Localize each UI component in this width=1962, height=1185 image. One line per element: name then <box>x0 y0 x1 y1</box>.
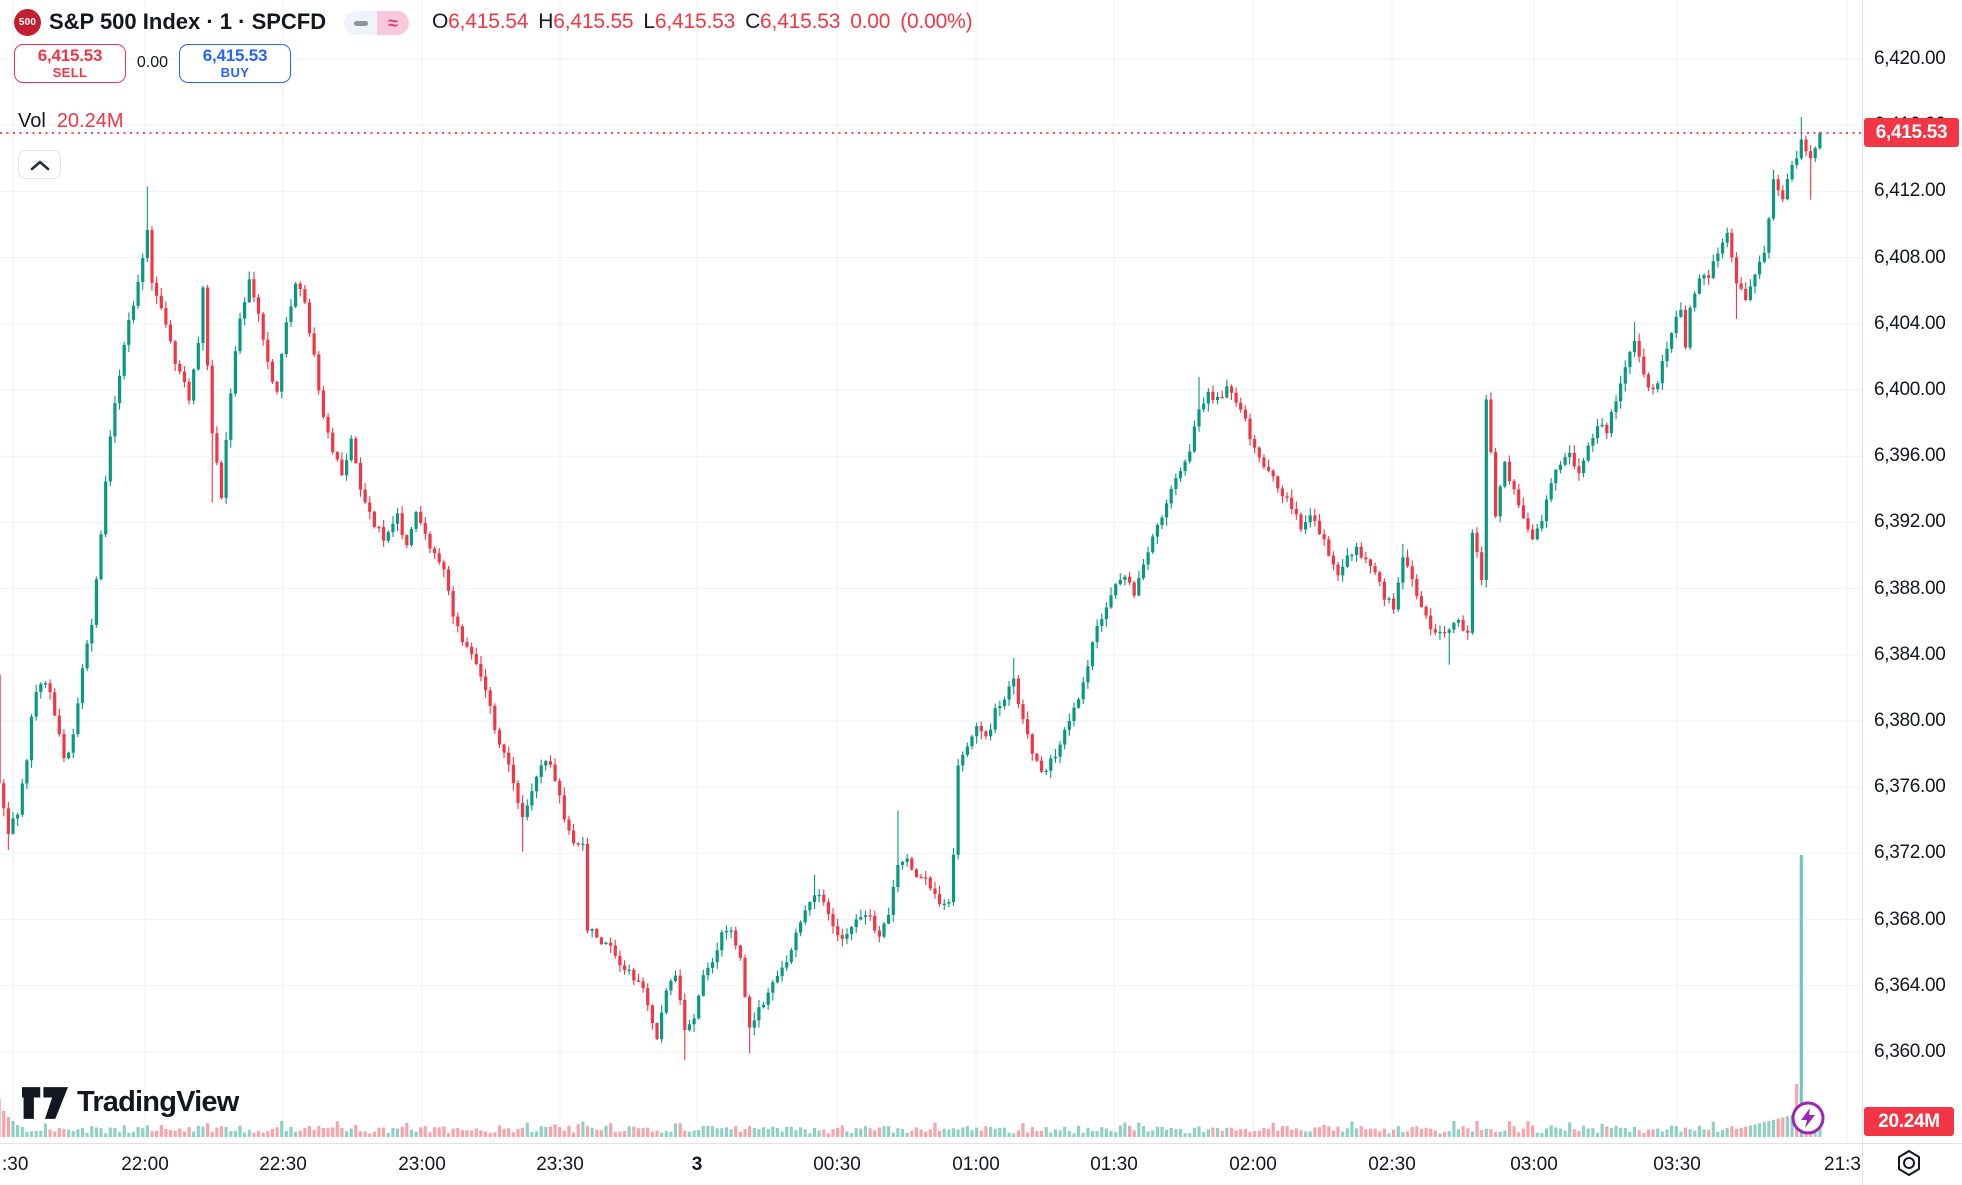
chevron-up-icon <box>30 160 49 170</box>
price-axis-label: 6,376.00 <box>1874 776 1946 798</box>
price-axis-label: 6,404.00 <box>1874 312 1946 334</box>
price-axis-label: 6,368.00 <box>1874 908 1946 930</box>
volume-legend: Vol 20.24M <box>18 110 124 132</box>
spread-value: 0.00 <box>136 54 169 71</box>
price-axis-label: 6,408.00 <box>1874 246 1946 268</box>
time-axis-label: 02:30 <box>1368 1153 1416 1175</box>
volume-bars <box>0 855 1822 1138</box>
change-value: 0.00 <box>850 10 891 33</box>
price-axis-label: 6,420.00 <box>1874 48 1946 69</box>
collapse-indicators-button[interactable] <box>18 150 61 179</box>
time-axis-label: 3 <box>691 1153 703 1175</box>
price-axis[interactable]: 6,420.006,416.006,412.006,408.006,404.00… <box>1863 0 1962 1143</box>
candlesticks <box>0 116 1822 1061</box>
change-percent: (0.00%) <box>900 10 973 33</box>
legend-toggle-pill: ≈ <box>344 11 409 35</box>
main-chart-canvas[interactable] <box>0 0 1862 1143</box>
time-axis-label: 22:00 <box>121 1153 169 1175</box>
time-axis-label: 22:30 <box>259 1153 307 1175</box>
price-axis-label: 6,400.00 <box>1874 379 1946 400</box>
ohlc-readout: O 6,415.54 H 6,415.55 L 6,415.53 C 6,415.53 … <box>432 10 973 33</box>
price-axis-label: 6,364.00 <box>1874 974 1946 996</box>
hide-indicator-button[interactable] <box>344 11 377 35</box>
price-axis-label: 6,392.00 <box>1874 511 1946 533</box>
approx-data-button[interactable]: ≈ <box>377 11 409 35</box>
time-axis-label: 01:00 <box>952 1153 1000 1175</box>
time-axis-label: 03:00 <box>1510 1153 1558 1175</box>
time-axis-label: :30 <box>2 1153 29 1175</box>
sell-button[interactable]: 6,415.53 SELL <box>14 44 126 83</box>
last-price-label: 6,415.53 <box>1864 118 1959 148</box>
time-axis[interactable]: :30 22:00 22:30 23:00 23:30 3 00:30 01:00 01:30 0… <box>0 1144 1862 1185</box>
buy-button[interactable]: 6,415.53 BUY <box>179 44 291 83</box>
price-axis-separator <box>1862 0 1863 1185</box>
symbol-title[interactable]: S&P 500 Index · 1 · SPCFD <box>49 9 327 34</box>
price-axis-label: 6,360.00 <box>1874 1041 1946 1062</box>
price-axis-label: 6,412.00 <box>1874 180 1946 202</box>
time-axis-label: 02:00 <box>1229 1153 1277 1175</box>
price-axis-label: 6,372.00 <box>1874 842 1946 864</box>
chart-gridlines <box>0 0 1862 1143</box>
minus-icon <box>353 20 368 26</box>
settings-gear-icon[interactable] <box>1893 1147 1925 1179</box>
price-axis-label: 6,388.00 <box>1874 577 1946 599</box>
sp500-symbol-badge-icon: 500 <box>14 9 41 36</box>
time-axis-label: 01:30 <box>1090 1153 1138 1175</box>
time-axis-label: 23:00 <box>398 1153 446 1175</box>
volume-value-label: 20.24M <box>1864 1107 1954 1136</box>
price-axis-label: 6,380.00 <box>1874 710 1946 731</box>
time-axis-label: 21:3 <box>1824 1153 1861 1175</box>
data-source-lightning-icon[interactable] <box>1790 1100 1826 1136</box>
tradingview-mark-icon <box>22 1086 68 1119</box>
tradingview-logo[interactable]: TradingView <box>22 1086 239 1119</box>
time-axis-label: 23:30 <box>536 1153 584 1175</box>
time-axis-label: 03:30 <box>1653 1153 1701 1175</box>
price-axis-label: 6,384.00 <box>1874 643 1946 665</box>
time-axis-separator <box>0 1143 1962 1144</box>
tradingview-wordmark: TradingView <box>77 1086 239 1118</box>
time-axis-label: 00:30 <box>813 1153 861 1175</box>
price-axis-label: 6,396.00 <box>1874 445 1946 467</box>
